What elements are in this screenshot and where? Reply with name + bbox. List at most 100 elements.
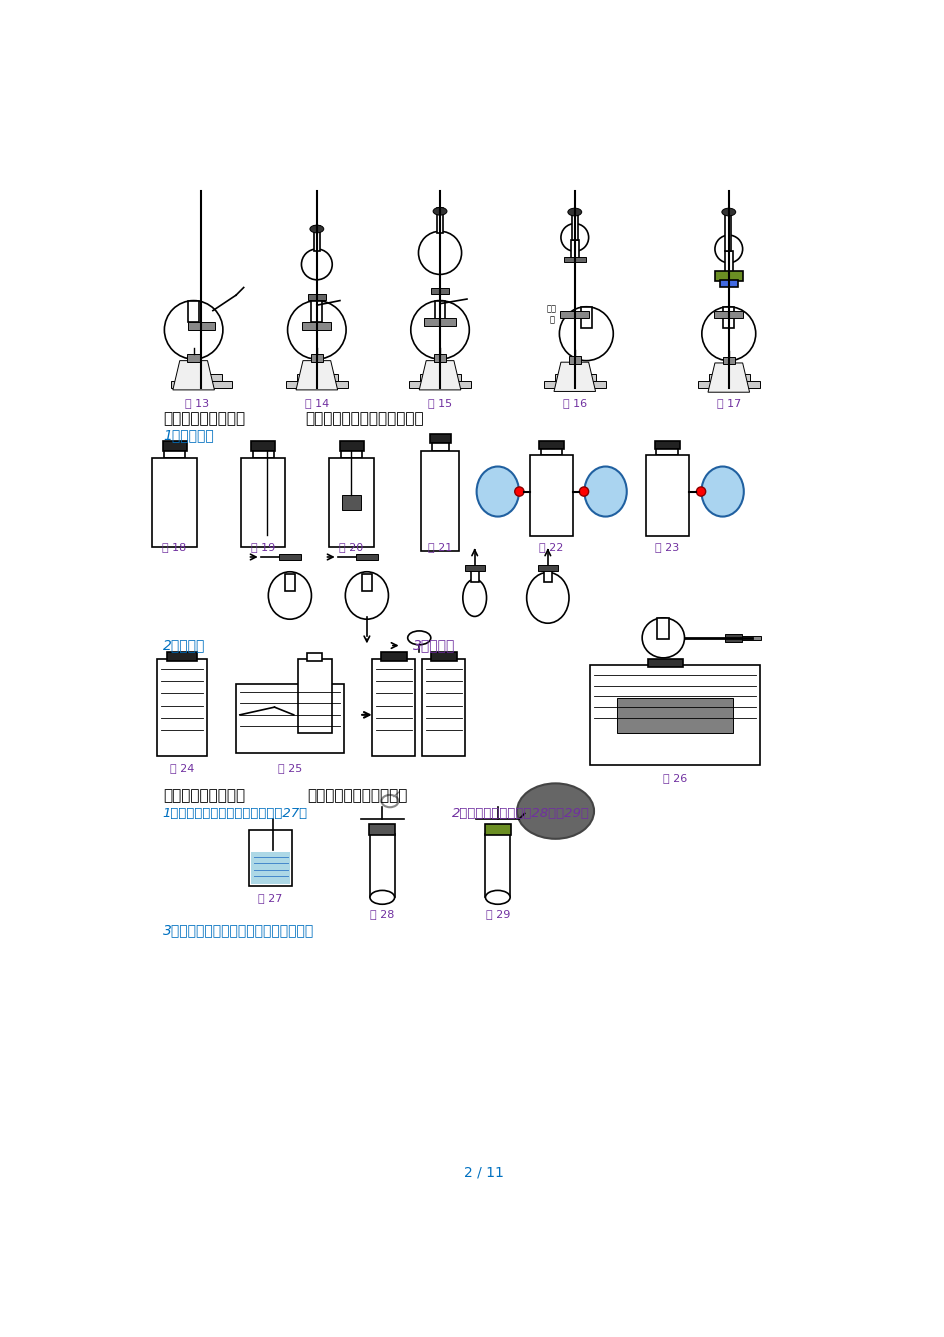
Bar <box>723 306 733 329</box>
Bar <box>296 374 337 381</box>
Ellipse shape <box>164 301 223 360</box>
Text: 图 22: 图 22 <box>539 541 564 552</box>
Bar <box>356 554 378 560</box>
Bar <box>419 374 461 381</box>
Bar <box>656 449 677 456</box>
Bar <box>372 659 415 755</box>
Polygon shape <box>707 362 749 392</box>
Text: 图 28: 图 28 <box>370 909 394 919</box>
Bar <box>544 570 551 583</box>
Bar <box>422 659 465 755</box>
Text: 图 15: 图 15 <box>428 397 451 408</box>
Bar <box>431 443 448 451</box>
Bar <box>464 566 484 571</box>
Bar <box>560 310 589 318</box>
Polygon shape <box>553 362 595 392</box>
Ellipse shape <box>345 572 388 619</box>
Ellipse shape <box>559 306 613 361</box>
Text: 图 21: 图 21 <box>428 541 451 552</box>
Ellipse shape <box>463 579 486 616</box>
Bar <box>741 635 760 640</box>
Bar <box>656 618 668 639</box>
Text: 图 23: 图 23 <box>654 541 679 552</box>
Bar <box>571 210 578 239</box>
Ellipse shape <box>485 890 510 904</box>
Bar <box>341 451 362 459</box>
Ellipse shape <box>700 467 743 516</box>
Text: 图 24: 图 24 <box>170 762 194 773</box>
Bar <box>654 441 679 449</box>
Ellipse shape <box>583 467 626 516</box>
Bar <box>554 374 595 381</box>
Bar <box>340 441 363 451</box>
Polygon shape <box>419 361 461 390</box>
Text: 棉花
片: 棉花 片 <box>547 305 556 324</box>
Text: 3、在水中溶解性很大的气体：防倒吸。: 3、在水中溶解性很大的气体：防倒吸。 <box>162 923 313 937</box>
Bar <box>166 651 197 660</box>
Ellipse shape <box>418 231 461 274</box>
Bar <box>297 659 332 733</box>
Bar <box>645 456 688 536</box>
Bar <box>188 301 199 322</box>
Bar <box>380 651 407 660</box>
Bar <box>698 381 759 388</box>
Bar <box>241 459 285 547</box>
Bar <box>568 356 581 364</box>
Bar <box>724 634 741 642</box>
Ellipse shape <box>411 301 469 360</box>
Ellipse shape <box>715 235 742 263</box>
Text: 图 19: 图 19 <box>250 541 275 552</box>
Bar <box>187 354 199 362</box>
Polygon shape <box>295 361 337 390</box>
Text: 图 25: 图 25 <box>278 762 302 773</box>
Text: 2 / 11: 2 / 11 <box>464 1166 503 1179</box>
Bar <box>249 830 292 886</box>
Bar <box>311 354 323 362</box>
Bar <box>616 698 732 733</box>
Bar <box>286 381 347 388</box>
Text: 图 27: 图 27 <box>258 893 282 904</box>
Bar <box>362 574 371 591</box>
Bar <box>188 322 215 330</box>
Bar <box>312 301 322 322</box>
Bar <box>540 449 562 456</box>
Text: 3、储气法: 3、储气法 <box>413 638 455 652</box>
Text: 图 17: 图 17 <box>716 397 740 408</box>
Bar <box>329 459 374 547</box>
Bar <box>581 306 591 329</box>
Bar <box>485 834 510 897</box>
Bar <box>369 824 395 836</box>
Bar <box>164 451 185 459</box>
Polygon shape <box>173 361 214 390</box>
Bar <box>544 381 605 388</box>
Ellipse shape <box>516 783 594 838</box>
Bar <box>251 441 275 451</box>
Bar <box>430 289 448 294</box>
Ellipse shape <box>567 209 582 215</box>
Bar <box>436 209 443 233</box>
Bar <box>433 354 446 362</box>
Bar <box>253 451 274 459</box>
Ellipse shape <box>642 618 683 658</box>
Bar <box>420 451 459 551</box>
Ellipse shape <box>561 223 588 251</box>
Ellipse shape <box>432 207 447 215</box>
Text: 图 26: 图 26 <box>662 773 686 782</box>
Circle shape <box>696 487 705 496</box>
Bar <box>370 834 395 897</box>
Bar <box>564 257 585 262</box>
Text: 图 18: 图 18 <box>162 541 186 552</box>
Text: 图 14: 图 14 <box>304 397 329 408</box>
Bar <box>718 279 737 287</box>
Bar <box>285 574 295 591</box>
Ellipse shape <box>370 890 395 904</box>
Ellipse shape <box>301 249 332 279</box>
Bar <box>236 685 344 753</box>
Bar <box>251 852 290 884</box>
Bar <box>590 664 759 765</box>
Bar <box>307 654 322 660</box>
Bar <box>484 824 511 836</box>
Ellipse shape <box>310 225 324 233</box>
Bar <box>424 318 456 326</box>
Bar <box>537 566 557 571</box>
